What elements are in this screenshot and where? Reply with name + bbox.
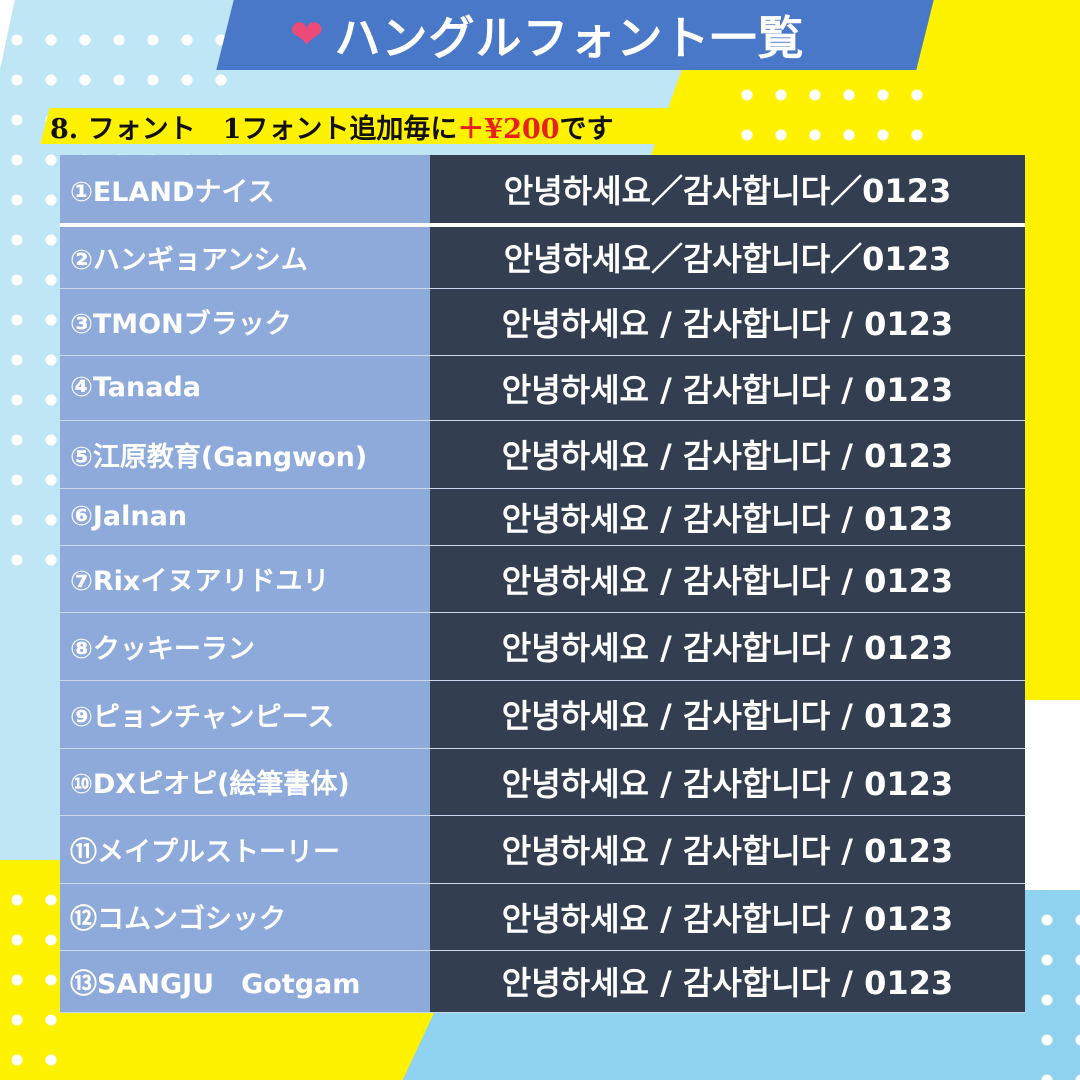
- font-name: ⑤江原教育(Gangwon): [60, 420, 430, 489]
- font-name: ⑬SANGJU Gotgam: [60, 950, 430, 1013]
- font-name: ①ELANDナイス: [60, 155, 430, 227]
- font-sample: 안녕하세요 / 감사합니다 / 0123: [430, 950, 1025, 1013]
- font-name: ⑫コムンゴシック: [60, 883, 430, 951]
- font-row: ③TMONブラック 안녕하세요 / 감사합니다 / 0123: [60, 288, 1025, 356]
- font-row: ⑧クッキーラン 안녕하세요 / 감사합니다 / 0123: [60, 612, 1025, 681]
- font-name: ⑥Jalnan: [60, 488, 430, 546]
- font-name: ⑨ピョンチャンピース: [60, 680, 430, 749]
- font-row: ⑬SANGJU Gotgam 안녕하세요 / 감사합니다 / 0123: [60, 950, 1025, 1013]
- font-row: ②ハンギョアンシム 안녕하세요／감사합니다／0123: [60, 225, 1025, 289]
- subtitle-price: ＋¥200: [457, 113, 560, 145]
- subtitle-suffix: です: [559, 113, 614, 145]
- heart-icon: ❤: [290, 12, 325, 58]
- font-row: ⑥Jalnan 안녕하세요 / 감사합니다 / 0123: [60, 488, 1025, 546]
- font-sample: 안녕하세요 / 감사합니다 / 0123: [430, 488, 1025, 546]
- font-name: ⑦Rixイヌアリドユリ: [60, 545, 430, 613]
- font-sample: 안녕하세요 / 감사합니다 / 0123: [430, 420, 1025, 489]
- font-name: ③TMONブラック: [60, 288, 430, 356]
- subtitle: 8. フォント 1フォント追加毎に ＋¥200 です: [50, 106, 614, 146]
- font-row: ①ELANDナイス 안녕하세요／감사합니다／0123: [60, 155, 1025, 227]
- font-row: ④Tanada 안녕하세요 / 감사합니다 / 0123: [60, 355, 1025, 421]
- title-text: ハングルフォント一覧: [334, 11, 805, 65]
- subtitle-prefix: 8. フォント 1フォント追加毎に: [50, 113, 458, 145]
- font-sample: 안녕하세요 / 감사합니다 / 0123: [430, 612, 1025, 681]
- font-row: ⑪メイプルストーリー 안녕하세요 / 감사합니다 / 0123: [60, 815, 1025, 884]
- font-row: ⑤江原教育(Gangwon) 안녕하세요 / 감사합니다 / 0123: [60, 420, 1025, 489]
- font-row: ⑫コムンゴシック 안녕하세요 / 감사합니다 / 0123: [60, 883, 1025, 951]
- font-name: ④Tanada: [60, 355, 430, 421]
- font-row: ⑦Rixイヌアリドユリ 안녕하세요 / 감사합니다 / 0123: [60, 545, 1025, 613]
- font-sample: 안녕하세요 / 감사합니다 / 0123: [430, 680, 1025, 749]
- font-sample: 안녕하세요 / 감사합니다 / 0123: [430, 748, 1025, 816]
- font-row: ⑨ピョンチャンピース 안녕하세요 / 감사합니다 / 0123: [60, 680, 1025, 749]
- font-sample: 안녕하세요／감사합니다／0123: [430, 155, 1025, 227]
- font-row: ⑩DXピオピ(絵筆書体) 안녕하세요 / 감사합니다 / 0123: [60, 748, 1025, 816]
- font-sample: 안녕하세요／감사합니다／0123: [430, 225, 1025, 289]
- font-sample: 안녕하세요 / 감사합니다 / 0123: [430, 355, 1025, 421]
- page-title: ❤ ハングルフォント一覧: [290, 2, 805, 68]
- font-sample: 안녕하세요 / 감사합니다 / 0123: [430, 815, 1025, 884]
- font-table: ①ELANDナイス 안녕하세요／감사합니다／0123 ②ハンギョアンシム 안녕하세요／…: [60, 155, 1025, 1013]
- font-name: ⑧クッキーラン: [60, 612, 430, 681]
- font-sample: 안녕하세요 / 감사합니다 / 0123: [430, 288, 1025, 356]
- font-name: ②ハンギョアンシム: [60, 225, 430, 289]
- font-name: ⑩DXピオピ(絵筆書体): [60, 748, 430, 816]
- font-sample: 안녕하세요 / 감사합니다 / 0123: [430, 883, 1025, 951]
- font-sample: 안녕하세요 / 감사합니다 / 0123: [430, 545, 1025, 613]
- font-name: ⑪メイプルストーリー: [60, 815, 430, 884]
